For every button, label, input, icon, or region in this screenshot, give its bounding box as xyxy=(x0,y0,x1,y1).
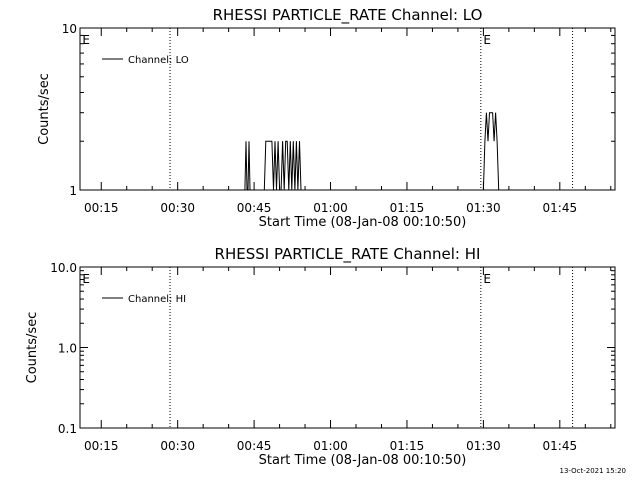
y-tick-label: 0.1 xyxy=(58,422,77,436)
x-tick-label: 00:15 xyxy=(84,439,119,453)
x-tick-label: 01:15 xyxy=(390,201,425,215)
footer-timestamp: 13-Oct-2021 15:20 xyxy=(560,467,626,475)
x-tick-label: 00:45 xyxy=(237,201,272,215)
eclipse-mark: E xyxy=(483,272,491,286)
x-axis-label: Start Time (08-Jan-08 00:10:50) xyxy=(259,215,467,230)
x-tick-label: 01:30 xyxy=(466,201,501,215)
y-tick-label: 1.0 xyxy=(58,342,77,356)
x-tick-label: 01:45 xyxy=(543,201,578,215)
x-axis-label: Start Time (08-Jan-08 00:10:50) xyxy=(259,453,467,468)
chart-title: RHESSI PARTICLE_RATE Channel: HI xyxy=(215,245,481,264)
plot-frame xyxy=(79,27,616,191)
eclipse-mark: E xyxy=(483,33,491,47)
y-axis-label: Counts/sec xyxy=(25,312,40,384)
y-axis-label: Counts/sec xyxy=(37,73,52,145)
x-tick-label: 01:00 xyxy=(313,439,348,453)
x-tick-label: 00:30 xyxy=(160,439,195,453)
series-line-0 xyxy=(244,112,502,191)
x-tick-label: 00:15 xyxy=(84,201,119,215)
x-tick-label: 01:15 xyxy=(390,439,425,453)
plot-frame xyxy=(79,266,616,429)
y-tick-label: 10.0 xyxy=(50,261,77,275)
y-tick-label: 10 xyxy=(62,22,77,36)
chart-title: RHESSI PARTICLE_RATE Channel: LO xyxy=(213,6,483,25)
x-tick-label: 00:30 xyxy=(160,201,195,215)
eclipse-mark: E xyxy=(82,272,90,286)
legend-label: Channel: LO xyxy=(128,55,189,66)
x-tick-label: 01:45 xyxy=(543,439,578,453)
x-tick-label: 01:00 xyxy=(313,201,348,215)
x-tick-label: 00:45 xyxy=(237,439,272,453)
x-tick-label: 01:30 xyxy=(466,439,501,453)
legend-label: Channel: HI xyxy=(128,294,186,305)
y-tick-label: 1 xyxy=(69,184,77,198)
eclipse-mark: E xyxy=(82,33,90,47)
